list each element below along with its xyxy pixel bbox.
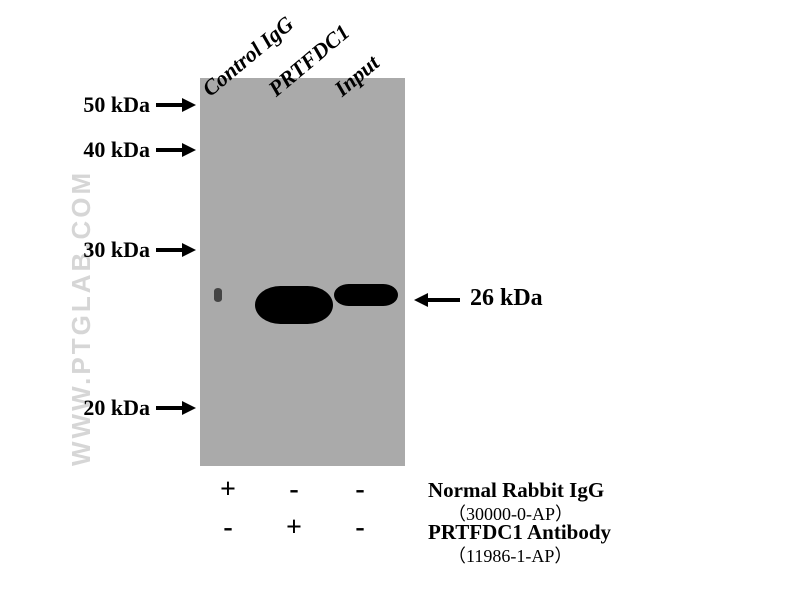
mw-arrow	[156, 148, 184, 152]
mw-arrow	[156, 248, 184, 252]
mw-arrow	[156, 406, 184, 410]
band	[255, 286, 333, 324]
pm-cell: +	[279, 512, 309, 544]
mw-label: 40 kDa	[83, 137, 150, 163]
mw-label: 50 kDa	[83, 92, 150, 118]
pm-cell: -	[213, 512, 243, 544]
target-arrow	[428, 298, 460, 302]
blot-membrane	[200, 78, 405, 466]
pm-cell: -	[279, 474, 309, 506]
mw-arrow	[156, 103, 184, 107]
pm-cell: -	[345, 512, 375, 544]
pm-cell: +	[213, 474, 243, 506]
mw-arrow-head	[182, 243, 196, 257]
watermark-text: WWW.PTGLAB.COM	[66, 170, 97, 466]
band	[334, 284, 398, 306]
mw-arrow-head	[182, 401, 196, 415]
western-blot-figure: WWW.PTGLAB.COM Control IgGPRTFDC1Input 5…	[0, 0, 800, 600]
mw-label: 20 kDa	[83, 395, 150, 421]
antibody-catalog: （11986-1-AP）	[448, 542, 572, 568]
mw-arrow-head	[182, 98, 196, 112]
target-arrow-head	[414, 293, 428, 307]
pm-cell: -	[345, 474, 375, 506]
band	[214, 288, 222, 302]
mw-label: 30 kDa	[83, 237, 150, 263]
mw-arrow-head	[182, 143, 196, 157]
target-label: 26 kDa	[470, 285, 543, 312]
